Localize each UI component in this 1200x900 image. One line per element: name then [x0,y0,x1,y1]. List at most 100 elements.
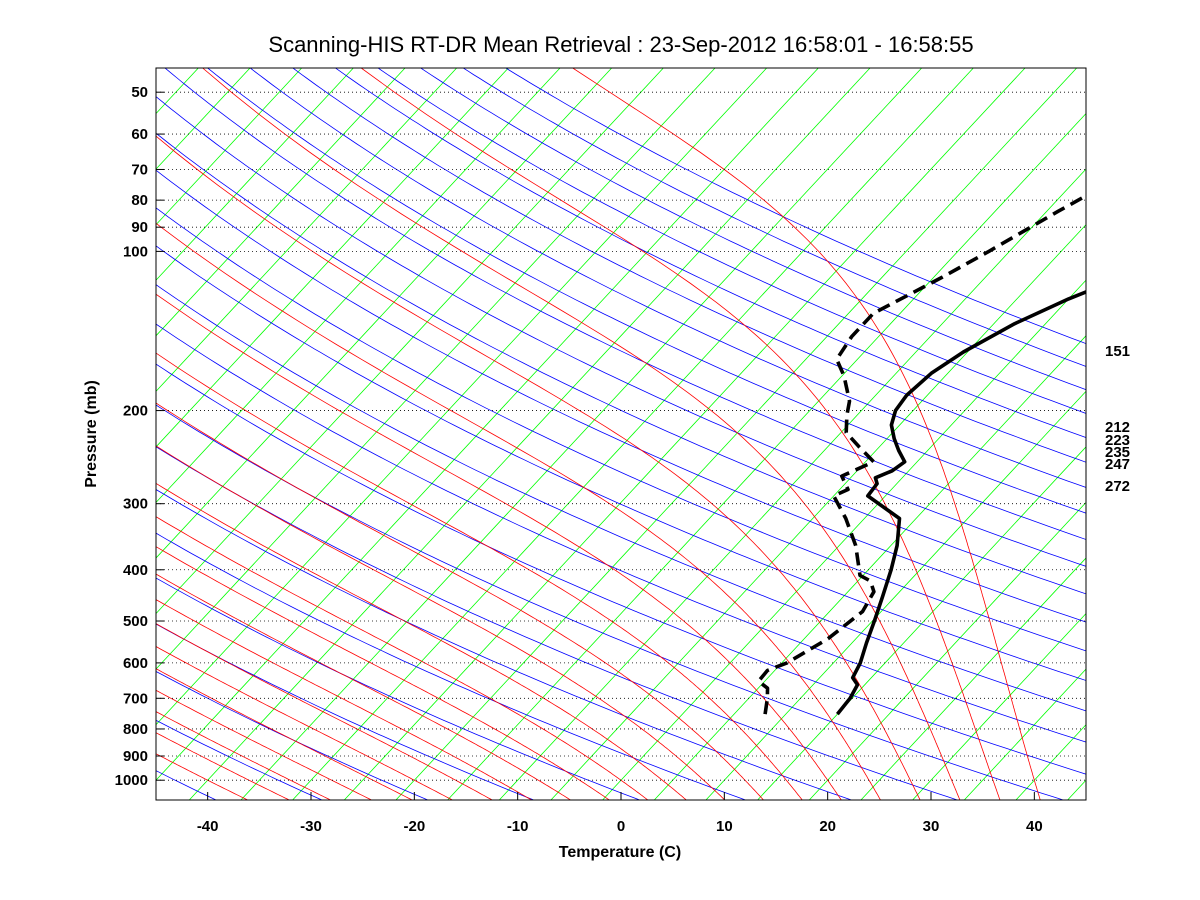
isotherm-line [860,557,1086,800]
isotherm-line [395,68,1077,800]
y-tick-label: 80 [131,192,148,209]
moist-adiabat-line [156,668,413,800]
moist-adiabat-line [156,753,248,800]
x-tick-label: 20 [819,818,836,835]
isotherm-line [705,390,1086,800]
dry-adiabat-line [156,670,428,800]
moist-adiabat-line [156,402,764,800]
right-label: 212 [1105,419,1130,436]
isotherm-line [498,168,1086,800]
dry-adiabat-line [164,68,1086,540]
plot-frame [155,67,1087,801]
moist-adiabat-line [156,546,610,800]
isotherm-line [757,446,1086,800]
dry-adiabat-line [334,68,1086,439]
isotherm-line [156,68,457,392]
moist-adiabat-line [156,711,331,800]
isotherm-line [240,68,922,800]
moist-adiabat-line [156,222,881,800]
dry-adiabat-line [156,207,1086,652]
isotherm-line [602,279,1086,800]
y-tick-label: 200 [123,403,148,420]
x-tick-label: -20 [403,818,425,835]
dry-adiabat-line [156,323,1086,743]
moist-adiabat-line [571,68,1041,800]
isotherm-line [1171,68,1200,800]
sounding-profiles [756,193,1086,716]
isotherm-line [156,68,406,337]
x-tick-label: 40 [1026,818,1043,835]
isotherm-line [0,68,95,800]
x-tick-label: 30 [923,818,940,835]
right-label: 272 [1105,478,1130,495]
right-label: 223 [1105,432,1130,449]
right-label: 151 [1105,343,1130,360]
y-tick-label: 50 [131,84,148,101]
y-tick-label: 100 [123,243,148,260]
isotherm-line [550,224,1086,800]
isotherm-line [343,68,1026,800]
moist-adiabat-line [156,293,842,800]
dry-adiabat-line [156,132,1086,595]
pressure-gridlines [156,91,1086,781]
plot-area [0,68,1200,800]
dry-adiabat-line [249,68,1086,488]
isotherm-lines [0,68,1200,800]
moist-adiabat-line [202,68,961,800]
moist-adiabat-line [156,623,493,800]
moist-adiabat-line [156,445,726,800]
isotherm-line [1067,779,1086,800]
right-label: 235 [1105,444,1130,461]
y-tick-label: 90 [131,219,148,236]
isotherm-line [292,68,974,800]
y-tick-label: 300 [123,496,148,513]
moist-adiabat-line [156,599,532,800]
dry-adiabat-line [419,68,1086,391]
dewpoint-profile-line [756,193,1086,715]
isotherm-line [0,68,43,800]
moist-adiabat-line [156,732,290,800]
right-label: 247 [1105,456,1130,473]
isotherm-line [156,68,819,781]
moist-adiabat-line [156,646,453,800]
chart-title: Scanning-HIS RT-DR Mean Retrieval : 23-S… [268,32,973,57]
x-tick-label: 0 [617,818,625,835]
y-tick-label: 60 [131,126,148,143]
y-axis-ticks: 50 60 70 80 90 100 200 300 400 500 600 700 800 900 100… [115,84,164,789]
dry-adiabat-line [156,623,534,800]
isotherm-line [1119,68,1200,800]
dry-adiabat-line [156,284,1086,712]
y-tick-label: 600 [123,655,148,672]
dry-adiabat-line [206,68,1086,514]
x-axis-label: Temperature (C) [559,844,681,861]
x-tick-label: 10 [716,818,733,835]
isotherm-line [156,68,716,670]
moist-adiabat-line [360,68,1001,800]
x-tick-label: -40 [197,818,219,835]
moist-adiabat-lines [156,68,1041,800]
dry-adiabat-line [462,68,1086,367]
x-axis-ticks: -40 -30 -20 -10 0 10 20 30 40 [197,792,1043,835]
y-axis-label: Pressure (mb) [83,380,100,488]
dry-adiabat-line [156,245,1086,681]
x-tick-label: -10 [507,818,529,835]
moist-adiabat-line [156,516,649,800]
dry-adiabat-line [292,68,1086,463]
isotherm-line [156,68,612,559]
isotherm-line [963,668,1086,800]
moist-adiabat-line [156,482,687,800]
x-tick-label: -30 [300,818,322,835]
isotherm-line [447,112,1086,800]
isotherm-line [156,68,509,448]
dry-adiabat-line [156,169,1086,623]
dry-adiabat-line [156,532,746,800]
y-tick-label: 70 [131,161,148,178]
y-tick-label: 1000 [115,772,148,789]
moist-adiabat-line [156,573,571,800]
y-tick-label: 800 [123,721,148,738]
isotherm-line [156,68,664,615]
isotherm-line [156,68,767,726]
isotherm-line [156,68,302,226]
